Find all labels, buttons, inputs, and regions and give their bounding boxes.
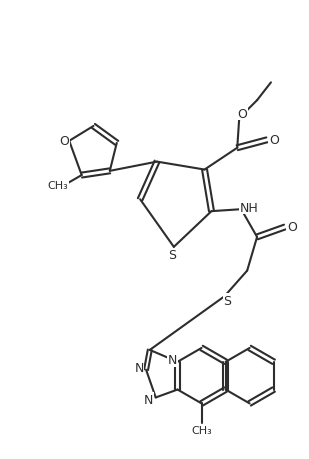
Text: O: O (237, 107, 247, 120)
Text: O: O (269, 134, 279, 147)
Text: S: S (223, 294, 231, 307)
Text: S: S (168, 249, 176, 262)
Text: N: N (168, 353, 177, 367)
Text: S: S (223, 294, 231, 307)
Text: N: N (144, 393, 154, 406)
Text: CH₃: CH₃ (191, 425, 212, 435)
Text: NH: NH (240, 201, 259, 214)
Text: O: O (59, 135, 69, 148)
Text: O: O (287, 220, 297, 233)
Text: CH₃: CH₃ (47, 180, 68, 190)
Text: N: N (134, 361, 144, 375)
